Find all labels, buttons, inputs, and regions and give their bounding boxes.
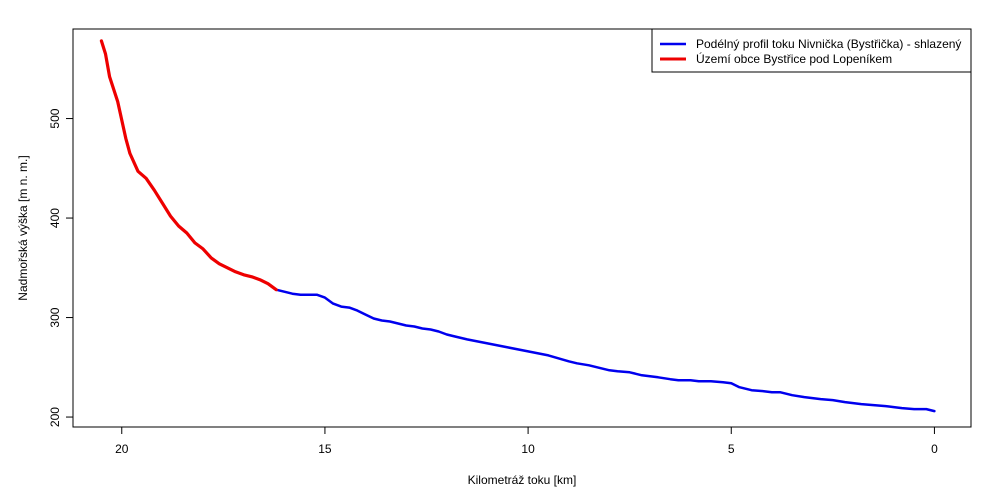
x-axis-label: Kilometráž toku [km] <box>468 473 577 487</box>
x-tick-label: 0 <box>931 442 938 456</box>
legend-box <box>651 28 972 73</box>
y-tick-label: 200 <box>48 407 62 427</box>
y-axis-label: Nadmořská výška [m n. m.] <box>16 155 30 300</box>
series-layer <box>99 39 936 413</box>
y-tick-label: 400 <box>48 208 62 228</box>
x-tick-label: 10 <box>521 442 535 456</box>
y-tick-label: 300 <box>48 307 62 327</box>
series-line-profile <box>100 39 936 413</box>
series-line-municipality <box>99 39 278 292</box>
legend-entry-municipality: Území obce Bystřice pod Lopeníkem <box>696 51 892 66</box>
legend-entry-profile: Podélný profil toku Nivnička (Bystřička)… <box>696 37 961 51</box>
x-tick-label: 15 <box>318 442 332 456</box>
x-tick-label: 20 <box>115 442 129 456</box>
y-tick-label: 500 <box>48 108 62 128</box>
x-axis: 20 15 10 5 0 <box>115 427 938 456</box>
y-axis: 200 300 400 500 <box>48 108 73 427</box>
plot-frame <box>72 28 972 428</box>
legend: Podélný profil toku Nivnička (Bystřička)… <box>651 28 972 73</box>
x-tick-label: 5 <box>728 442 735 456</box>
